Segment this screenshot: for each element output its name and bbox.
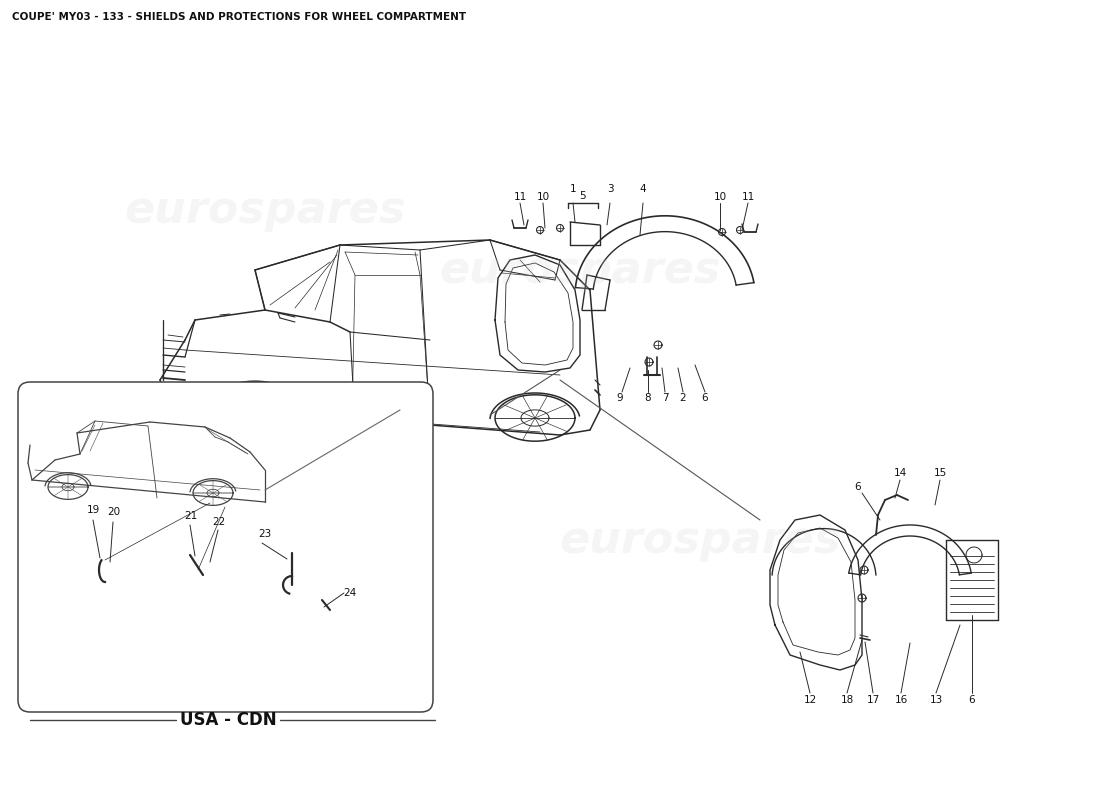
Text: 17: 17: [867, 695, 880, 705]
FancyBboxPatch shape: [18, 382, 433, 712]
Text: 13: 13: [930, 695, 943, 705]
Text: eurospares: eurospares: [439, 249, 720, 291]
Text: 3: 3: [607, 184, 614, 194]
Text: USA - CDN: USA - CDN: [179, 711, 276, 729]
Text: 21: 21: [185, 511, 198, 521]
Text: 5: 5: [580, 191, 586, 201]
Text: eurospares: eurospares: [559, 518, 840, 562]
Text: 20: 20: [108, 507, 121, 517]
Text: 6: 6: [702, 393, 708, 403]
Text: 8: 8: [645, 393, 651, 403]
Text: 11: 11: [741, 192, 755, 202]
Text: 6: 6: [969, 695, 976, 705]
Text: 9: 9: [617, 393, 624, 403]
Text: 23: 23: [258, 529, 272, 539]
Text: 22: 22: [212, 517, 226, 527]
Text: 2: 2: [680, 393, 686, 403]
Text: 14: 14: [893, 468, 906, 478]
Text: 15: 15: [934, 468, 947, 478]
Text: 16: 16: [894, 695, 908, 705]
Text: 24: 24: [343, 588, 356, 598]
Text: 7: 7: [662, 393, 669, 403]
Text: 6: 6: [855, 482, 861, 492]
Text: COUPE' MY03 - 133 - SHIELDS AND PROTECTIONS FOR WHEEL COMPARTMENT: COUPE' MY03 - 133 - SHIELDS AND PROTECTI…: [12, 12, 466, 22]
Text: eurospares: eurospares: [124, 189, 406, 231]
Text: 10: 10: [714, 192, 727, 202]
Text: 11: 11: [514, 192, 527, 202]
Text: 19: 19: [87, 505, 100, 515]
Text: 18: 18: [840, 695, 854, 705]
Text: 12: 12: [803, 695, 816, 705]
Text: 10: 10: [537, 192, 550, 202]
Text: 4: 4: [640, 184, 647, 194]
Text: 1: 1: [570, 184, 576, 194]
